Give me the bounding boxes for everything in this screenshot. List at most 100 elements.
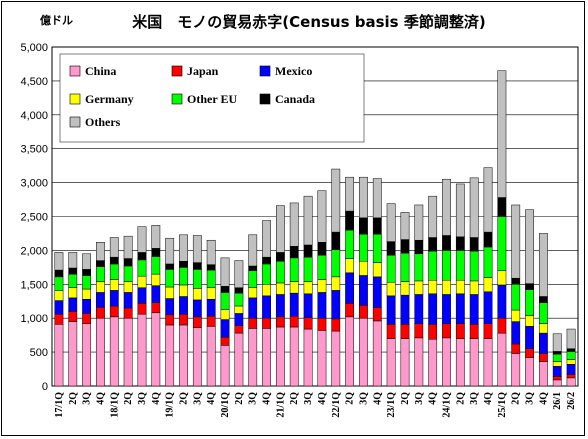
bar-segment-germany (262, 284, 271, 297)
bar-segment-mexico (303, 293, 313, 318)
bar-segment-other-eu (151, 256, 161, 275)
bar-segment-germany (82, 288, 92, 300)
bar-segment-others (109, 237, 119, 258)
bar-segment-germany (538, 323, 548, 334)
bar-segment-canada (552, 351, 562, 355)
bar-segment-canada (179, 261, 188, 268)
x-tick-label: 2Q (123, 392, 134, 405)
y-tick-label: 3,000 (20, 178, 48, 190)
x-tick-label: 4Q (317, 392, 328, 405)
bar-segment-canada (525, 283, 534, 290)
bar-segment-canada (68, 267, 78, 275)
bar-segment-japan (206, 315, 216, 327)
bar-segment-canada (442, 235, 451, 251)
bar-segment-germany (359, 261, 368, 276)
y-tick-label: 4,500 (20, 76, 48, 88)
bar-segment-canada (317, 242, 327, 256)
bar-segment-others (303, 195, 313, 246)
bar-segment-japan (455, 323, 465, 339)
bar-segment-china (566, 377, 576, 387)
x-tick-label: 23/1Q (386, 392, 397, 418)
legend-swatch (171, 93, 183, 105)
bar-segment-mexico (414, 294, 424, 324)
bar-segment-china (386, 338, 396, 387)
bar-segment-others (386, 203, 396, 242)
legend-label: China (85, 64, 116, 78)
bar-segment-other-eu (469, 250, 479, 282)
bar-segment-canada (192, 262, 202, 270)
bar-segment-mexico (54, 300, 64, 315)
bar-segment-canada (372, 217, 382, 235)
x-tick-label: 22/1Q (331, 392, 342, 418)
bar-segment-other-eu (511, 284, 521, 311)
bar-segment-china (82, 323, 92, 387)
x-tick-label: 3Q (414, 392, 425, 405)
bar-segment-canada (96, 260, 105, 267)
legend-label: Others (85, 115, 121, 129)
bar-segment-mexico (331, 290, 341, 320)
bar-segment-mexico (400, 294, 410, 325)
y-tick-label: 1,000 (20, 313, 48, 325)
bar-segment-other-eu (317, 254, 327, 280)
bar-segment-others (372, 178, 382, 219)
bar-segment-germany (68, 287, 78, 299)
bar-segment-japan (303, 317, 313, 330)
bar-segment-china (469, 338, 479, 387)
bar-segment-other-eu (359, 233, 368, 262)
bar-segment-others (483, 167, 493, 233)
legend-swatch (171, 65, 183, 77)
bar-segment-other-eu (234, 292, 244, 307)
bar-segment-other-eu (109, 263, 119, 280)
bar-segment-mexico (165, 298, 175, 316)
bar-segment-china (317, 330, 327, 387)
x-tick-label: 2Q (455, 392, 466, 405)
x-tick-label: 4Q (538, 392, 549, 405)
bar-segment-japan (525, 348, 534, 358)
bar-segment-germany (442, 279, 451, 295)
bar-segment-japan (275, 316, 285, 328)
bar-segment-germany (289, 281, 299, 294)
bar-segment-germany (303, 281, 313, 295)
x-tick-label: 4Q (262, 392, 273, 405)
bar-segment-china (345, 316, 355, 387)
x-tick-label: 4Q (151, 392, 162, 405)
y-tick-label: 0 (42, 381, 48, 393)
bar-segment-china (151, 312, 161, 387)
bar-segment-germany (483, 277, 493, 293)
bar-segment-mexico (206, 298, 216, 317)
bar-segment-canada (400, 239, 410, 254)
bar-segment-canada (566, 348, 576, 352)
bar-segment-canada (497, 197, 507, 217)
bar-segment-canada (234, 287, 244, 294)
x-tick-label: 26/2 (566, 392, 577, 410)
legend-label: Mexico (275, 64, 312, 78)
bar-segment-canada (331, 231, 341, 250)
bar-segment-others (96, 242, 105, 261)
bar-segment-others (538, 233, 548, 297)
bar-segment-other-eu (345, 229, 355, 259)
x-tick-label: 3Q (469, 392, 480, 405)
bar-segment-germany (206, 287, 216, 300)
legend-swatch (259, 93, 271, 105)
bar-segment-japan (109, 305, 119, 318)
bar-segment-others (289, 202, 299, 247)
bar-segment-china (400, 338, 410, 387)
bar-segment-china (192, 327, 202, 387)
bar-segment-mexico (359, 275, 368, 306)
bar-segment-canada (455, 236, 465, 251)
y-tick-label: 1,500 (20, 279, 48, 291)
x-tick-label: 20/1Q (220, 392, 231, 418)
bar-segment-mexico (262, 295, 271, 319)
y-tick-label: 3,500 (20, 144, 48, 156)
bar-segment-other-eu (275, 261, 285, 284)
bar-segment-other-eu (552, 353, 562, 362)
bar-segment-mexico (275, 294, 285, 318)
bar-segment-canada (248, 265, 258, 271)
bar-segment-other-eu (192, 269, 202, 289)
x-tick-label: 24/1Q (442, 392, 453, 418)
bar-segment-japan (151, 302, 161, 314)
x-tick-label: 3Q (303, 392, 314, 405)
bar-segment-japan (386, 324, 396, 339)
x-tick-label: 21/1Q (275, 392, 286, 418)
